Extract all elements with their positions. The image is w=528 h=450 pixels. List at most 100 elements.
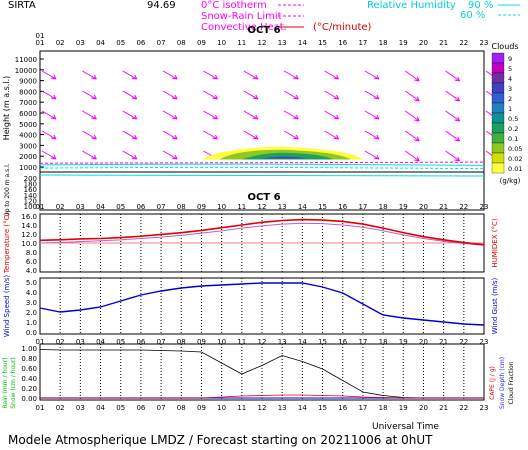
height-axis-label: Height (m a.s.l.): [2, 76, 11, 141]
height-tick-label: 4000: [19, 132, 37, 140]
low-height-axis-label: Up to 200 m a.s.l.: [4, 163, 11, 216]
bottom-hour-label: 04: [96, 404, 105, 412]
wind-arrowhead: [131, 134, 138, 140]
wind-tick-label: 4.0: [26, 289, 37, 297]
mid-hour-label: 04: [96, 203, 105, 211]
wind-arrowhead: [50, 134, 57, 140]
mid-hour-label: 20: [419, 203, 428, 211]
temperature-panel: 16.014.012.010.08.06.04.0 Temperature (°C…: [3, 213, 499, 275]
precip-top-hour-label: 21: [439, 338, 448, 346]
wind-arrowhead: [333, 74, 339, 80]
precip-top-hour-label: 09: [197, 338, 206, 346]
wind-tick-label: 3.0: [26, 299, 37, 307]
wind-arrowhead: [333, 114, 339, 120]
mid-hour-label: 12: [258, 203, 267, 211]
cloud-fraction-axis-label: Cloud Fraction: [508, 361, 515, 404]
wind-arrow: [122, 110, 137, 120]
precip-top-hour-label: 08: [177, 338, 186, 346]
bottom-hour-label: 22: [459, 404, 468, 412]
wind-arrow: [324, 90, 339, 100]
wind-arrowhead: [171, 114, 178, 120]
wind-arrow: [445, 90, 460, 102]
cloud-legend-level: 0.01: [508, 165, 522, 173]
wind-arrow: [364, 150, 380, 160]
wind-arrow: [243, 90, 259, 100]
top-hour-label: 06: [136, 39, 145, 47]
wind-arrowhead: [91, 154, 97, 160]
wind-arrowhead: [414, 96, 420, 102]
wind-gust-axis-label: Wind Gust (m/s): [491, 277, 499, 334]
wind-arrowhead: [91, 94, 97, 100]
cloud-legend-swatch: [491, 122, 505, 134]
top-hour-label: 15: [318, 39, 327, 47]
wind-arrow: [82, 90, 97, 100]
wind-arrow: [162, 150, 178, 160]
cloud-legend-level: 3: [508, 85, 512, 93]
mid-hour-label: 21: [439, 203, 448, 211]
bottom-hour-label: 06: [136, 404, 145, 412]
top-hour-label: 19: [399, 39, 408, 47]
wind-arrowhead: [91, 74, 97, 80]
precip-top-hour-label: 18: [379, 338, 388, 346]
cape-axis-label: CAPE (J / g): [489, 366, 496, 400]
mid-hour-label: 13: [278, 203, 287, 211]
wind-arrow: [122, 150, 137, 160]
cloud-legend-level: 5: [508, 65, 512, 73]
precip-panel: OCT 601020304050607080910111213141516171…: [2, 338, 515, 412]
wind-arrowhead: [131, 114, 138, 120]
rh-60: 60 %: [460, 10, 485, 21]
top-hour-label: 20: [419, 39, 428, 47]
wind-arrow: [82, 150, 97, 160]
wind-arrowhead: [171, 154, 178, 160]
wind-arrowhead: [131, 154, 138, 160]
top-hour-label: 16: [338, 39, 347, 47]
precip-top-hour-label: 01: [36, 338, 45, 346]
mid-hour-label: 05: [116, 203, 125, 211]
temp-tick-label: 6.0: [26, 258, 37, 266]
convective-unit: (°C/minute): [313, 22, 372, 33]
wind-arrow: [82, 70, 97, 80]
wind-arrowhead: [333, 94, 339, 100]
wind-arrowhead: [50, 94, 57, 100]
temp-tick-label: 8.0: [26, 249, 37, 257]
mid-hour-label: 19: [399, 203, 408, 211]
wind-arrowhead: [131, 74, 138, 80]
low-height-tick-label: 180: [24, 181, 37, 189]
low-height-tick-label: 200: [24, 175, 37, 183]
temperature-line: [39, 218, 485, 246]
wind-arrowhead: [252, 134, 259, 140]
precip-top-hour-label: 14: [298, 338, 307, 346]
mid-hour-label: 02: [56, 203, 65, 211]
cloud-legend: Clouds 9 5 4 3 2 1 0.5 0.2 0.1 0.05 0.02 0.01 (g/kg): [491, 42, 522, 185]
wind-arrowhead: [373, 154, 380, 160]
cloud-legend-swatch: [491, 92, 505, 104]
wind-arrow: [364, 90, 380, 100]
wind-arrowhead: [454, 76, 461, 82]
wind-arrow: [41, 130, 57, 140]
cloud-legend-swatch: [491, 52, 505, 64]
wind-arrowhead: [414, 76, 420, 82]
cloud-legend-swatch: [491, 62, 505, 74]
top-hour-label: 23: [480, 39, 489, 47]
bottom-hour-label: 03: [76, 404, 85, 412]
wind-arrowhead: [131, 94, 138, 100]
wind-arrowhead: [454, 156, 461, 162]
wind-arrowhead: [50, 154, 57, 160]
convective-label: Convective Heat.: [201, 22, 287, 33]
temp-tick-label: 10.0: [21, 240, 37, 248]
precip-top-hour-label: 17: [358, 338, 367, 346]
wind-arrowhead: [171, 134, 178, 140]
wind-arrowhead: [454, 116, 461, 122]
wind-arrow: [243, 70, 259, 80]
wind-tick-label: 0.0: [26, 329, 37, 337]
precip-tick-label: 0.00: [21, 395, 37, 403]
rh90-line: [39, 163, 485, 166]
wind-arrowhead: [91, 114, 97, 120]
wind-arrowhead: [293, 94, 299, 100]
bottom-hour-label: 16: [338, 404, 347, 412]
height-tick-label: 7000: [19, 99, 37, 107]
wind-arrow: [445, 70, 460, 82]
precip-top-hour-label: 15: [318, 338, 327, 346]
wind-arrowhead: [50, 114, 57, 120]
cloud-legend-swatch: [491, 112, 505, 124]
